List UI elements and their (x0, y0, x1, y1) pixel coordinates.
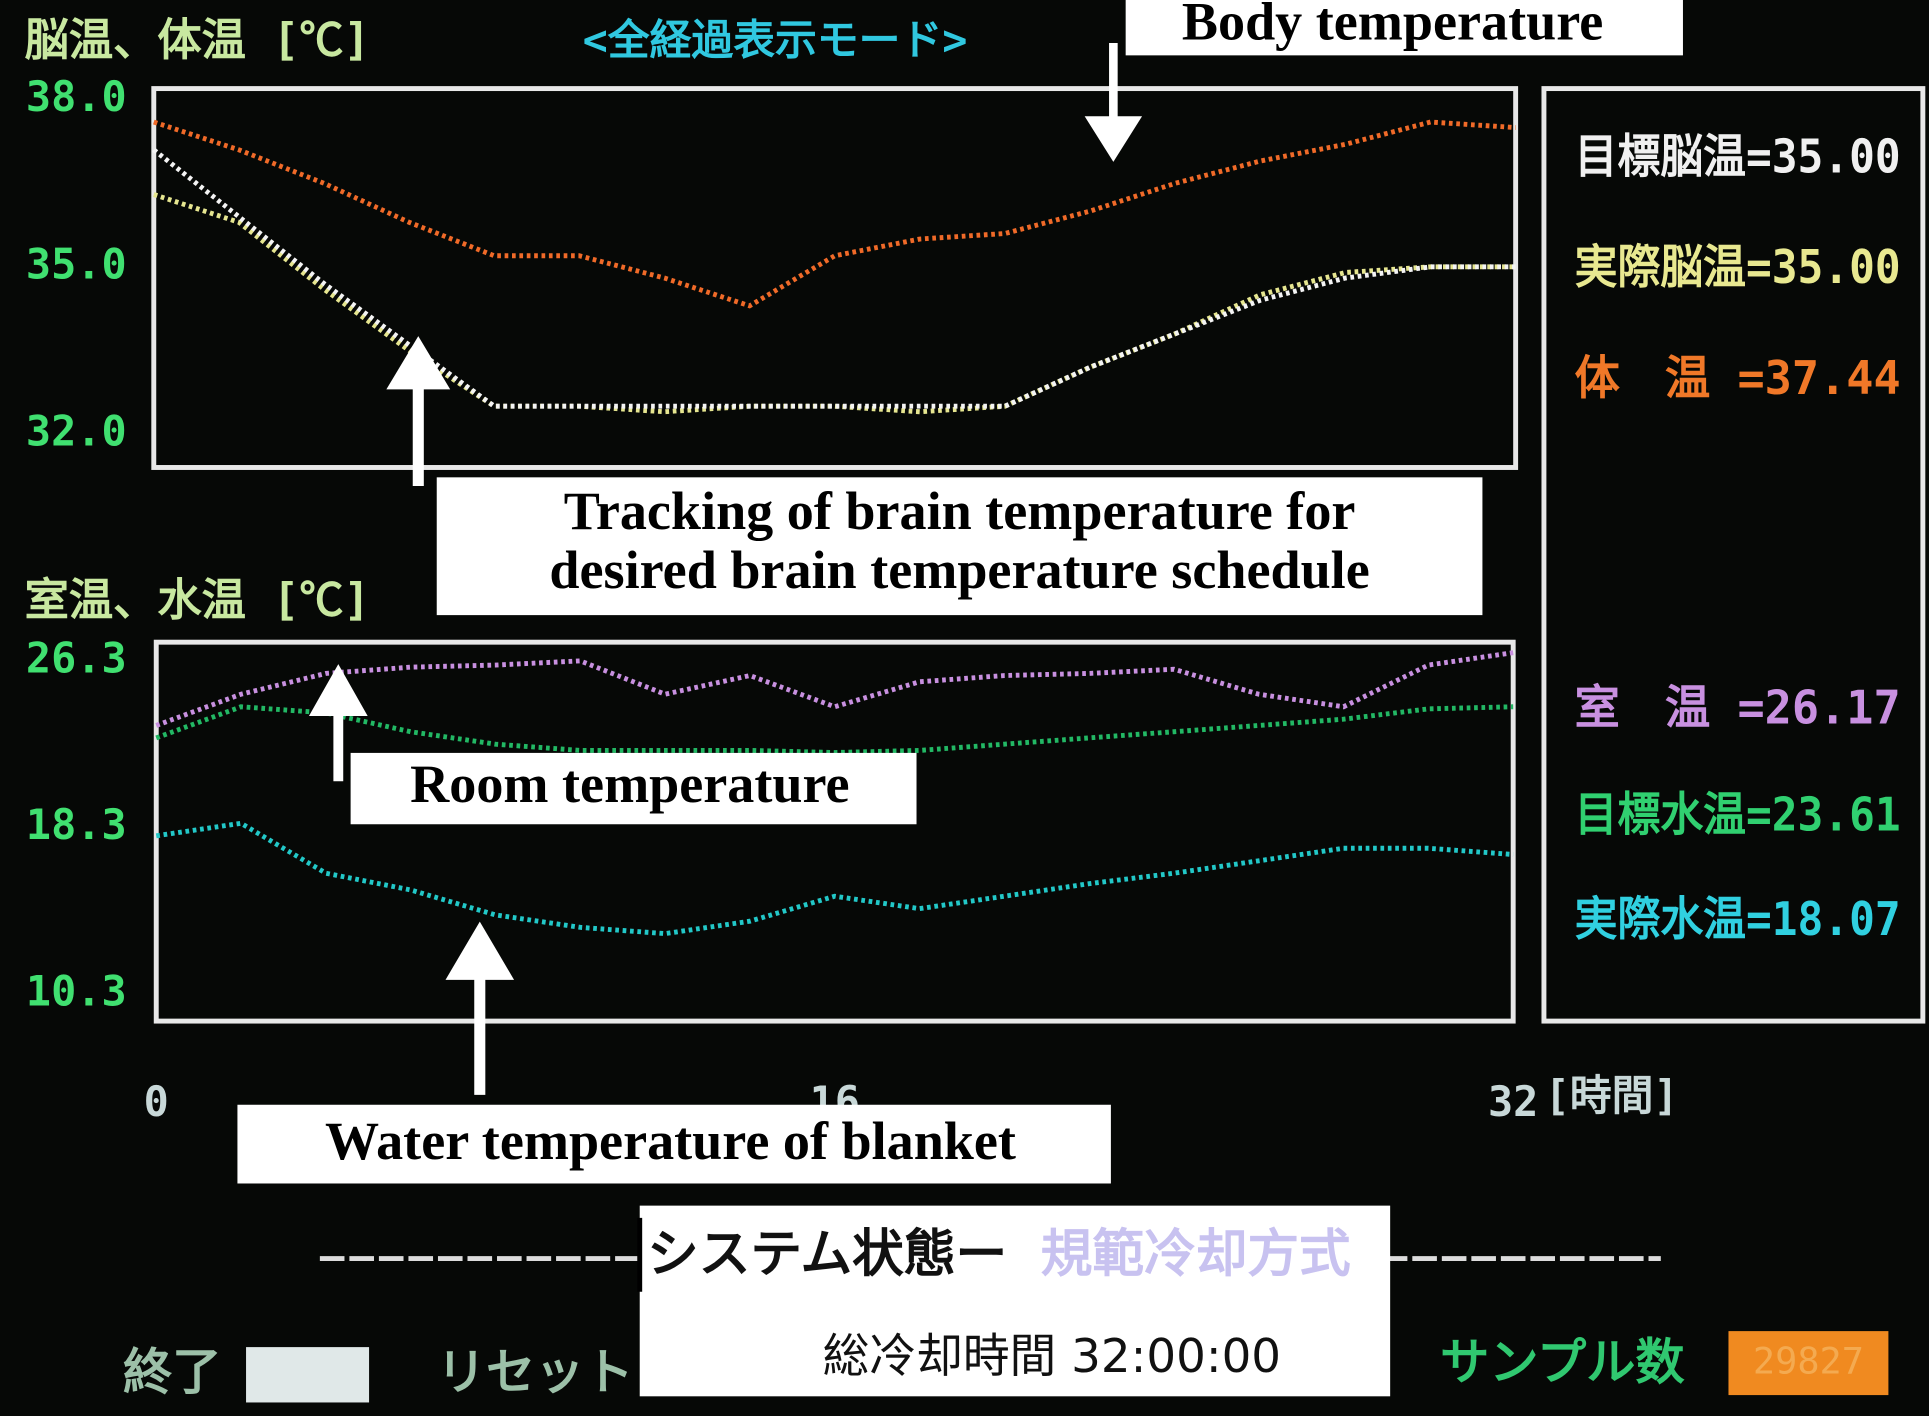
charts: 脳温、体温 [℃] 32.0 35.0 38.0 室温、水温 [℃] 10.3 18.3 26… (25, 15, 1679, 1126)
readout: 実際脳温=35.00 (1575, 241, 1901, 295)
annotation: Body temperature (1182, 0, 1603, 51)
x-tick-label: 0 (144, 1077, 169, 1126)
readout: 実際水温=18.07 (1575, 893, 1901, 947)
exit-label: 終了 (123, 1343, 221, 1401)
annotation-box (1125, 0, 1683, 56)
x-tick-label: 32 (1488, 1077, 1538, 1126)
readout: 目標脳温=35.00 (1575, 130, 1901, 184)
annotation-box (350, 752, 917, 825)
annotation: Water temperature of blanket (325, 1111, 1016, 1171)
annotation: desired brain temperature schedule (549, 540, 1369, 600)
arrow (308, 664, 368, 782)
arrow (386, 336, 451, 486)
exit-button[interactable] (246, 1347, 370, 1403)
annotation-box (436, 477, 1483, 616)
status-mode: 規範冷却方式 (1041, 1224, 1351, 1284)
y-axis-label: 脳温、体温 [℃] (25, 15, 371, 66)
side-panel-frame (1541, 86, 1926, 1024)
y-tick-label: 26.3 (26, 633, 127, 682)
annotation: Room temperature (410, 754, 849, 814)
annotation-box (237, 1104, 1111, 1184)
samples-label: サンプル数 (1440, 1333, 1685, 1391)
y-tick-label: 10.3 (26, 967, 127, 1016)
series-line (155, 650, 1514, 728)
y-tick-label: 18.3 (26, 800, 127, 849)
status-label: システム状態ー (647, 1224, 1007, 1284)
samples-value: 29827 (1753, 1340, 1864, 1383)
samples-box (1728, 1331, 1889, 1396)
y-axis-label: 室温、水温 [℃] (25, 575, 371, 626)
series-line (155, 820, 1514, 937)
series-line (155, 704, 1514, 755)
chart-frame (151, 86, 1519, 470)
y-tick-label: 32.0 (26, 407, 127, 456)
arrow (1084, 43, 1143, 162)
y-tick-label: 38.0 (26, 72, 127, 121)
status-box (639, 1205, 1391, 1397)
reset-label: リセット (437, 1343, 634, 1401)
series-line (153, 192, 1516, 415)
chart-frame (153, 639, 1516, 1024)
arrow (445, 921, 515, 1095)
readout: 体 温 =37.44 (1575, 352, 1901, 406)
readout: 室 温 =26.17 (1575, 682, 1901, 736)
series-line (152, 147, 1516, 409)
annotation: Tracking of brain temperature for (564, 481, 1356, 541)
side-panel: 目標脳温=35.00 実際脳温=35.00 体 温 =37.44 室 温 =26.17… (1575, 130, 1901, 947)
mode-title: <全経過表示モード> (583, 16, 968, 65)
readout: 目標水温=23.61 (1575, 789, 1901, 843)
total-time: 総冷却時間 32:00:00 (823, 1330, 1281, 1384)
y-tick-label: 35.0 (26, 239, 127, 288)
x-axis-label: [時間] (1545, 1071, 1679, 1120)
